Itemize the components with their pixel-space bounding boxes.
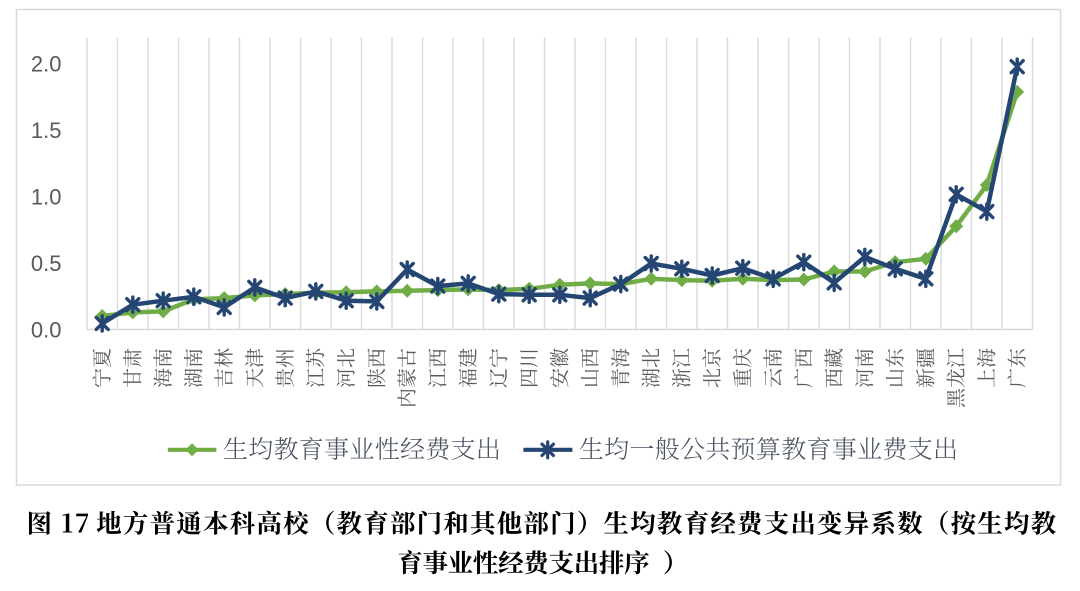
svg-text:0.0: 0.0 <box>31 318 62 343</box>
svg-text:0.5: 0.5 <box>31 251 62 276</box>
svg-text:2.0: 2.0 <box>31 52 62 77</box>
svg-text:1.0: 1.0 <box>31 185 62 210</box>
svg-text:1.5: 1.5 <box>31 118 62 143</box>
